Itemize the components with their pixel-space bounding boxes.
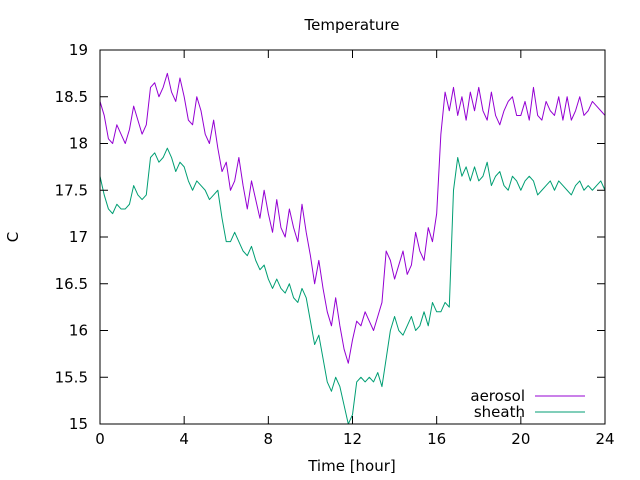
chart-title: Temperature <box>303 16 399 34</box>
y-tick-label: 16.5 <box>55 275 88 293</box>
x-tick-label: 0 <box>95 430 105 448</box>
x-axis-label: Time [hour] <box>307 457 396 475</box>
series-line-sheath <box>100 148 605 424</box>
x-tick-label: 20 <box>511 430 530 448</box>
x-tick-label: 8 <box>264 430 274 448</box>
y-tick-label: 15.5 <box>55 368 88 386</box>
y-tick-label: 18 <box>69 135 88 153</box>
y-tick-label: 17 <box>69 228 88 246</box>
series-layer <box>100 73 605 424</box>
series-line-aerosol <box>100 73 605 363</box>
x-tick-label: 12 <box>343 430 362 448</box>
y-tick-label: 17.5 <box>55 181 88 199</box>
y-tick-label: 19 <box>69 41 88 59</box>
y-tick-label: 18.5 <box>55 88 88 106</box>
x-tick-label: 4 <box>179 430 189 448</box>
ticks-layer: 0 4 8 12 16 20 24 15 15.5 16 16.5 17 17.5 18 18.5 19 <box>55 41 615 448</box>
legend-label-sheath: sheath <box>474 403 525 421</box>
y-tick-label: 16 <box>69 322 88 340</box>
y-axis-label: C <box>4 232 22 242</box>
y-tick-label: 15 <box>69 415 88 433</box>
plot-frame <box>100 50 605 424</box>
x-tick-label: 24 <box>595 430 614 448</box>
x-tick-label: 16 <box>427 430 446 448</box>
